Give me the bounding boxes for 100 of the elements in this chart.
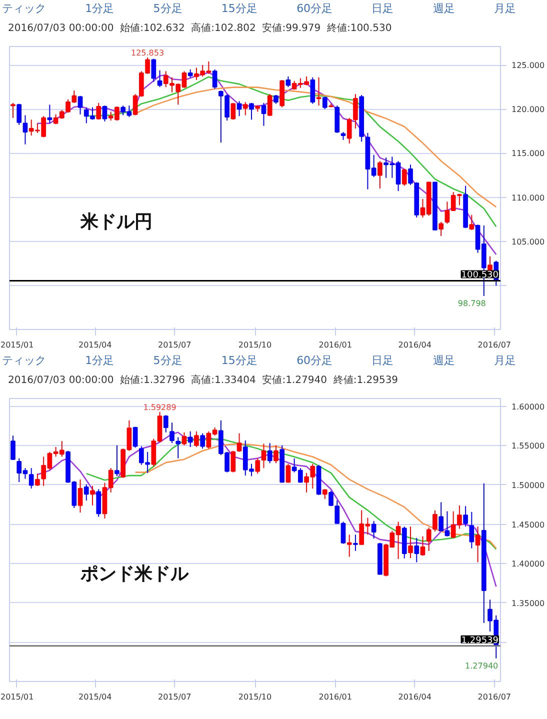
candlestick (10, 102, 16, 118)
y-tick-label: 1.35000 (512, 598, 545, 608)
x-tick-label: 2015/01 (0, 340, 34, 350)
candlestick (255, 458, 260, 474)
text: 米ドル円 (80, 211, 153, 232)
candlestick (261, 443, 266, 469)
candlestick (378, 160, 382, 189)
candlestick (90, 485, 95, 506)
candlestick (163, 414, 168, 433)
candlestick (286, 76, 291, 88)
line-series (36, 72, 497, 256)
text: 15分足 (221, 354, 258, 368)
y-tick-label: 105.000 (512, 237, 545, 246)
y-tick-label: 120.000 (512, 105, 545, 114)
text: ティック (2, 2, 46, 16)
x-tick-label: 2016/07 (478, 692, 511, 702)
candlestick (249, 102, 254, 120)
candlestick (78, 95, 83, 115)
x-tick-label: 2015/04 (78, 340, 112, 350)
x-tick-label: 2016/01 (318, 692, 352, 702)
x-tick-label: 2015/10 (238, 340, 272, 350)
text: 60分足 (296, 2, 333, 16)
candlestick (438, 221, 444, 237)
candlestick (96, 102, 102, 120)
text: 5分足 (153, 2, 182, 16)
text: ティック (2, 354, 46, 368)
candlestick (176, 436, 181, 459)
y-tick-label: 1.60000 (512, 402, 545, 412)
candlestick (188, 430, 193, 448)
y-tick-label: 110.000 (512, 193, 545, 202)
text: 日足 (372, 2, 394, 16)
candlestick (96, 488, 102, 518)
chart-subtitle: 2016/07/03 00:00:00 始値:102.632 高値:102.802 安値:99.979 終値:100.530 (7, 22, 393, 36)
candlestick (469, 214, 474, 230)
text: 日足 (372, 354, 394, 368)
y-tick-label: 1.55000 (512, 442, 545, 451)
candlestick (230, 102, 236, 120)
x-tick-label: 2015/07 (158, 340, 192, 350)
candlestick (310, 76, 316, 104)
text: 60分足 (296, 354, 333, 368)
candlestick (132, 426, 138, 448)
candlestick (426, 527, 432, 552)
candlestick (170, 422, 174, 444)
text: 5分足 (153, 354, 182, 368)
x-tick-label: 2015/04 (78, 692, 112, 702)
text: 1分足 (85, 354, 114, 368)
candlestick (267, 442, 272, 464)
candlestick (114, 444, 120, 477)
x-tick-label: 2016/04 (398, 692, 432, 702)
x-tick-label: 2016/04 (398, 340, 432, 350)
x-tick-label: 2015/01 (0, 692, 34, 702)
candlestick (286, 463, 291, 484)
candlestick (78, 478, 83, 514)
candlestick (346, 534, 352, 558)
x-tick-label: 2016/07 (478, 340, 511, 350)
candlestick (22, 114, 28, 145)
candlestick (328, 490, 334, 507)
candlestick (267, 94, 272, 117)
candlestick (102, 105, 108, 122)
candlestick (16, 103, 22, 126)
text: 15分足 (221, 2, 258, 16)
x-tick-label: 2016/01 (318, 340, 352, 350)
y-tick-label: 1.40000 (512, 560, 545, 569)
candlestick (420, 536, 426, 556)
text: 週足 (432, 354, 455, 368)
candlestick (469, 511, 474, 549)
candlestick (35, 473, 40, 486)
text: ポンド米ドル (80, 563, 190, 584)
ref-line-label: 100.530 (461, 270, 499, 281)
candlestick (463, 506, 468, 528)
y-tick-label: 125.000 (512, 61, 545, 70)
annotation: 125.853 (131, 48, 164, 58)
y-tick-label: 115.000 (512, 149, 545, 158)
candlestick (274, 444, 278, 464)
candlestick (157, 70, 162, 88)
candlestick (182, 432, 187, 446)
candlestick (47, 104, 52, 124)
candlestick (10, 435, 16, 460)
text: 月足 (494, 2, 516, 16)
candlestick (151, 58, 156, 82)
text: 月足 (494, 354, 516, 368)
candlestick (194, 430, 199, 448)
annotation: 98.798 (458, 299, 486, 308)
candlestick (261, 102, 266, 126)
candlestick (402, 168, 407, 186)
y-tick-label: 1.50000 (512, 480, 545, 490)
candlestick (28, 468, 34, 490)
candlestick (371, 520, 376, 540)
line-series (36, 432, 497, 588)
candlestick (316, 76, 322, 106)
candlestick (212, 68, 218, 90)
candlestick (353, 534, 358, 552)
candlestick (408, 526, 413, 559)
candlestick (414, 537, 420, 563)
ref-line-label: 1.29539 (461, 636, 499, 646)
candlestick (236, 432, 242, 452)
candlestick (230, 450, 236, 473)
candlestick (242, 102, 248, 116)
chart-subtitle: 2016/07/03 00:00:00 始値:1.32796 高値:1.33404 安値:1.27940 終値:1.29539 (7, 374, 400, 388)
candlestick (200, 432, 205, 450)
